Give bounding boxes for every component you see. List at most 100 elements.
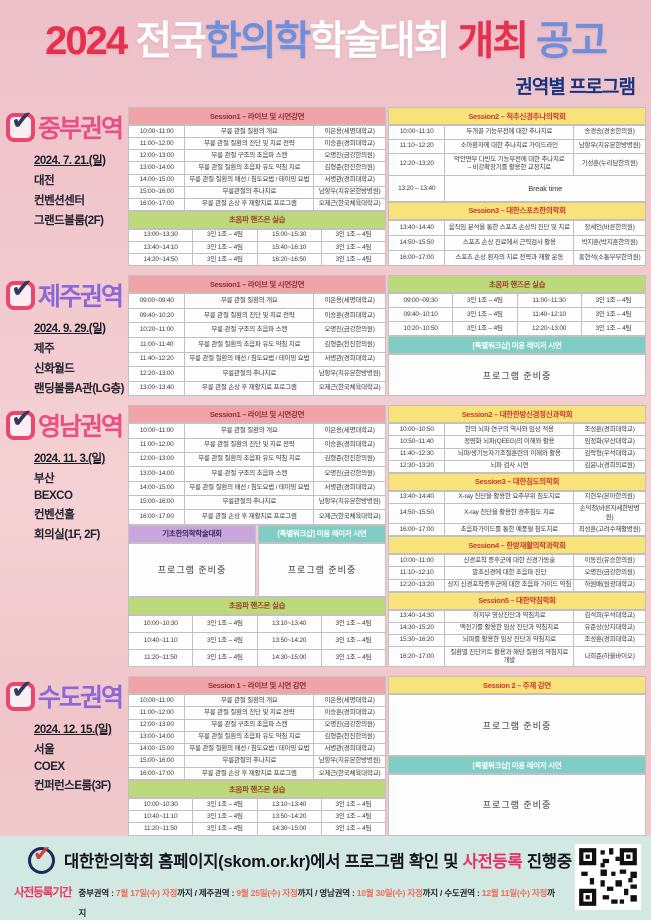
handson-row: 11:20~11:50 3인 1조 – 4팀 14:30~15:00 3인 1조 – … <box>127 648 387 668</box>
split-column: 기초한의학학술대회 프로그램 준비중 <box>128 524 256 597</box>
time-cell: 12:20~13:00 <box>127 366 186 382</box>
region-title-row: ✔ 중부권역 <box>4 107 128 145</box>
break-cell: Break time <box>444 175 646 202</box>
time-cell: 12:00~13:00 <box>127 149 186 163</box>
time-cell: 10:20~11:00 <box>127 322 186 338</box>
topic-cell: 무릎 관절 손상 후 재활치료 프로그램 <box>184 766 315 781</box>
region-section-jungbu: ✔ 중부권역 2024. 7. 21.(일) 대전 컨벤션센터 그랜드볼룸(2F) Sess… <box>4 107 646 267</box>
schedule-row: 10:00~11:00 무릎 관절 질환의 개요 이은용(세명대학교) <box>127 694 386 708</box>
time-cell: 13:00~14:00 <box>127 466 186 482</box>
time-cell: 15:30~16:20 <box>387 633 446 648</box>
time-cell: 16:00~17:00 <box>127 509 186 525</box>
handson-row: 09:00~09:30 3인 1조 – 4팀 11:00~11:30 3인 1조 – … <box>387 293 647 309</box>
time-cell: 16:20~16:50 <box>256 253 322 267</box>
schedule-row: 15:00~16:00 무릎관절의 추나치료 남항우(치유본한방병원) <box>127 754 386 769</box>
team-cell: 3인 1조 – 4팀 <box>320 240 387 255</box>
schedule-row: 12:20~13:00 무릎관절의 추나치료 남항우(치유본한방병원) <box>127 366 386 382</box>
topic-cell: 무릎 관절 질환의 개요 <box>184 423 315 439</box>
topic-cell: 무릎 관절 구조의 초음파 스캔 <box>184 322 315 338</box>
region-section-sudo: ✔ 수도권역 2024. 12. 15.(일) 서울 COEX 컨퍼런스E룸(3F) Ses… <box>4 676 646 836</box>
handson-table: 10:00~10:30 3인 1조 – 4팀 13:10~13:40 3인 1조 – … <box>127 798 387 836</box>
speaker-cell: 오명진(금강한의원) <box>313 149 386 163</box>
region-name: 수도권역 <box>38 684 124 713</box>
speaker-cell: 송경송(경송한의원) <box>573 125 646 140</box>
time-cell: 11:20~11:50 <box>127 822 194 836</box>
footer-row: 사전등록기간 중부권역 : 7월 17일(수) 자정까지 / 제주권역 : 9월 … <box>14 882 637 920</box>
speaker-cell: 이승훈(경희대학교) <box>313 137 386 151</box>
schedule-row: 11:00~12:00 무릎 관절 질환의 진단 및 치료 전략 이승훈(경희대학교… <box>127 137 386 151</box>
time-cell: 13:40~14:10 <box>127 240 194 255</box>
schedule-row: 12:00~13:00 무릎 관절 구조의 초음파 스캔 오명진(금강한의원) <box>127 149 386 163</box>
schedule-row: 11:10~12:20 소아환자에 대한 추나치료 가이드라인 남항우(치유본한방병… <box>387 138 646 154</box>
topic-cell: 무릎 관절 구조의 초음파 스캔 <box>184 149 315 163</box>
schedule-row: 16:00~17:00 무릎 관절 손상 후 재활치료 프로그램 오제근(한국체육대… <box>127 766 386 781</box>
region-name: 영남권역 <box>38 413 124 442</box>
session-header: [특별워크샵] 미용 레이저 시연 <box>388 336 646 355</box>
time-cell: 13:50~14:20 <box>256 810 322 824</box>
team-cell: 3인 1조 – 4팀 <box>452 293 518 309</box>
topic-cell: 무릎 관절 질환의 개요 <box>184 124 315 139</box>
speaker-cell: 서병관(경희대학교) <box>313 742 386 756</box>
speaker-cell: 남항우(치유본한방병원) <box>313 754 386 769</box>
text-segment: 사전등록 <box>462 853 523 871</box>
session-header: Session2 – 대한한방신경정신과학회 <box>388 405 646 424</box>
text-segment: 12월 11일(수) 자정 <box>481 887 548 898</box>
speaker-cell: 김형준(천진한의원) <box>313 336 386 353</box>
topic-cell: 질환별 진단키트 활용과 해당 질환의 약침치료 개발 <box>444 645 575 668</box>
time-cell: 14:30~15:20 <box>387 621 446 635</box>
team-cell: 3인 1조 – 4팀 <box>320 822 387 836</box>
schedule-row: 12:20~13:20 악안면부 다빈도 기능부전에 대한 추나치료 – 비강확장… <box>387 152 646 177</box>
text-segment: 진행중 <box>522 853 572 871</box>
topic-cell: 상지 신경포착증후군에 대한 초음파 가이드 약침 <box>444 578 575 592</box>
handson-table: 13:00~13:30 3인 1조 – 4팀 15:00~15:30 3인 1조 – … <box>127 228 387 267</box>
schedule-row: 11:40~12:30 뇌파/생기능자기조절훈련의 이해와 활용 김락형(우석대학교… <box>387 447 646 461</box>
schedule-row: 14:30~15:20 맥진기를 활용한 임상 진단과 약침치료 유준상(상지대학교… <box>387 621 646 635</box>
schedule-table: 13:40~14:40 움직임 분석을 통한 스포츠 손상의 진단 및 치료 장세인… <box>387 219 646 267</box>
table-column-right: 초음파 핸즈온 실습 09:00~09:30 3인 1조 – 4팀 11:00~11:… <box>387 275 647 397</box>
team-cell: 3인 1조 – 4팀 <box>192 253 258 267</box>
team-cell: 3인 1조 – 4팀 <box>192 240 258 255</box>
region-info-yeongnam: ✔ 영남권역 2024. 11. 3.(일) 부산 BEXCO 컨벤션홀 회의실(1F, 2… <box>4 405 128 667</box>
handson-table: 09:00~09:30 3인 1조 – 4팀 11:00~11:30 3인 1조 – … <box>387 293 647 337</box>
region-info-jeju: ✔ 제주권역 2024. 9. 29.(일) 제주 신화월드 랜딩볼룸A관(LG층) <box>4 275 128 396</box>
speaker-cell: 오명진(금강한의원) <box>313 718 386 732</box>
speaker-cell: 김형준(천진한의원) <box>313 161 386 175</box>
speaker-cell: 하원배(원광대학교) <box>573 578 646 592</box>
table-column-right: Session 2 – 주제 강연 프로그램 준비중 [특별워크샵] 미용 레이저 … <box>388 676 646 836</box>
speaker-cell: 서병관(경희대학교) <box>313 173 386 187</box>
team-cell: 3인 1조 – 4팀 <box>320 648 387 668</box>
time-cell: 10:00~11:00 <box>127 423 186 439</box>
schedule-row: 10:20~11:00 무릎 관절 구조의 초음파 스캔 오명진(금강한의원) <box>127 322 386 338</box>
time-cell: 11:40~12:20 <box>127 351 186 368</box>
handson-row: 10:20~10:50 3인 1조 – 4팀 12:20~13:00 3인 1조 – … <box>387 321 647 337</box>
time-cell: 14:30~15:00 <box>256 648 322 668</box>
session-header: 초음파 핸즈온 실습 <box>388 275 646 294</box>
region-tables: Session1 – 라이브 및 시연강연 09:00~09:40 무릎 관절 질환… <box>127 275 647 397</box>
time-cell: 13:10~13:40 <box>256 614 322 633</box>
team-cell: 3인 1조 – 4팀 <box>192 614 258 633</box>
check-circle-icon: ✔ <box>28 842 55 874</box>
time-cell: 11:10~12:10 <box>387 566 446 580</box>
region-date: 2024. 7. 21.(일) <box>34 155 106 167</box>
session-header: 초음파 핸즈온 실습 <box>128 596 386 615</box>
topic-cell: 무릎 관절 질환의 초음파 유도 약침 치료 <box>184 336 315 353</box>
schedule-row: 09:00~09:40 무릎 관절 질환의 개요 이은용(세명대학교) <box>127 293 386 309</box>
speaker-cell: 김형준(천진한의원) <box>313 451 386 468</box>
schedule-row: 14:50~15:50 X-ray 진단을 활용한 경추침도 치료 손덕청(바른자세… <box>387 502 646 525</box>
region-name: 제주권역 <box>38 283 124 312</box>
schedule-row: 13:40~14:40 움직임 분석을 통한 스포츠 손상의 진단 및 치료 장세인… <box>387 219 646 237</box>
session-header: Session3 – 대한침도의학회 <box>388 472 646 491</box>
program-pending: 프로그램 준비중 <box>388 694 646 757</box>
speaker-cell: 조성훈(경희대학교) <box>573 633 646 648</box>
speaker-cell: 기성훈(누리담한의원) <box>573 152 646 177</box>
topic-cell: 무릎 관절 질환의 개요 <box>184 694 315 708</box>
topic-cell: 맥진기를 활용한 임상 진단과 약침치료 <box>444 621 575 635</box>
schedule-row: 15:30~16:20 뇌파를 활용한 임상 진단과 약침치료 조성훈(경희대학교) <box>387 633 646 648</box>
handson-table: 10:00~10:30 3인 1조 – 4팀 13:10~13:40 3인 1조 – … <box>127 614 387 668</box>
text-segment: 중부권역 : <box>78 887 116 898</box>
team-cell: 3인 1조 – 4팀 <box>320 810 387 824</box>
text-segment: 10월 30일(수) 자정 <box>356 887 423 898</box>
topic-cell: X-ray 진단을 활용한 요추부위 침도치료 <box>444 490 575 504</box>
region-title-row: ✔ 영남권역 <box>4 405 128 443</box>
time-cell: 13:40~14:40 <box>387 490 446 504</box>
